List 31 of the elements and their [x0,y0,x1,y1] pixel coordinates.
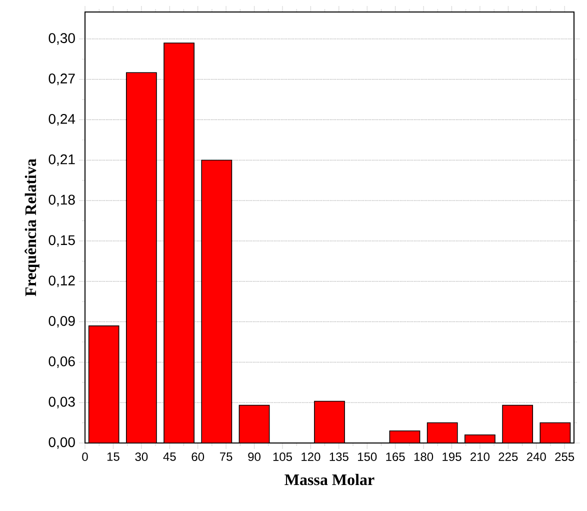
x-tick-label: 180 [414,452,434,462]
x-tick-label: 0 [82,452,88,462]
y-axis-title: Frequência Relativa [24,158,40,296]
x-tick-label: 75 [220,452,232,461]
x-tick-label: 195 [442,452,462,462]
y-tick-label: 0,12 [48,276,75,288]
x-tick-label: 135 [330,452,348,462]
x-tick-label: 30 [135,452,148,462]
x-tick-label: 150 [358,452,377,462]
y-tick-label: 0,18 [48,194,75,206]
x-tick-label: 165 [386,452,405,462]
x-tick-label: 45 [163,452,176,461]
y-tick-label: 0,06 [48,356,75,368]
x-tick-label: 120 [302,452,320,462]
x-tick-label: 210 [470,452,490,462]
y-tick-label: 0,00 [48,437,75,449]
x-tick-label: 255 [555,452,574,462]
y-tick-label: 0,15 [48,235,75,247]
y-tick-label: 0,09 [48,316,75,328]
y-tick-label: 0,27 [48,74,75,86]
y-tick-label: 0,03 [48,396,75,408]
x-axis-title: Massa Molar [284,474,374,486]
y-tick-label: 0,21 [48,154,75,166]
x-tick-label: 225 [498,452,518,462]
x-tick-label: 105 [273,452,292,462]
x-tick-label: 240 [526,452,546,462]
x-tick-label: 60 [192,452,204,462]
y-tick-label: 0,30 [48,33,75,45]
x-tick-label: 15 [107,452,120,461]
x-tick-label: 90 [248,452,260,462]
y-tick-label: 0,24 [48,114,76,126]
